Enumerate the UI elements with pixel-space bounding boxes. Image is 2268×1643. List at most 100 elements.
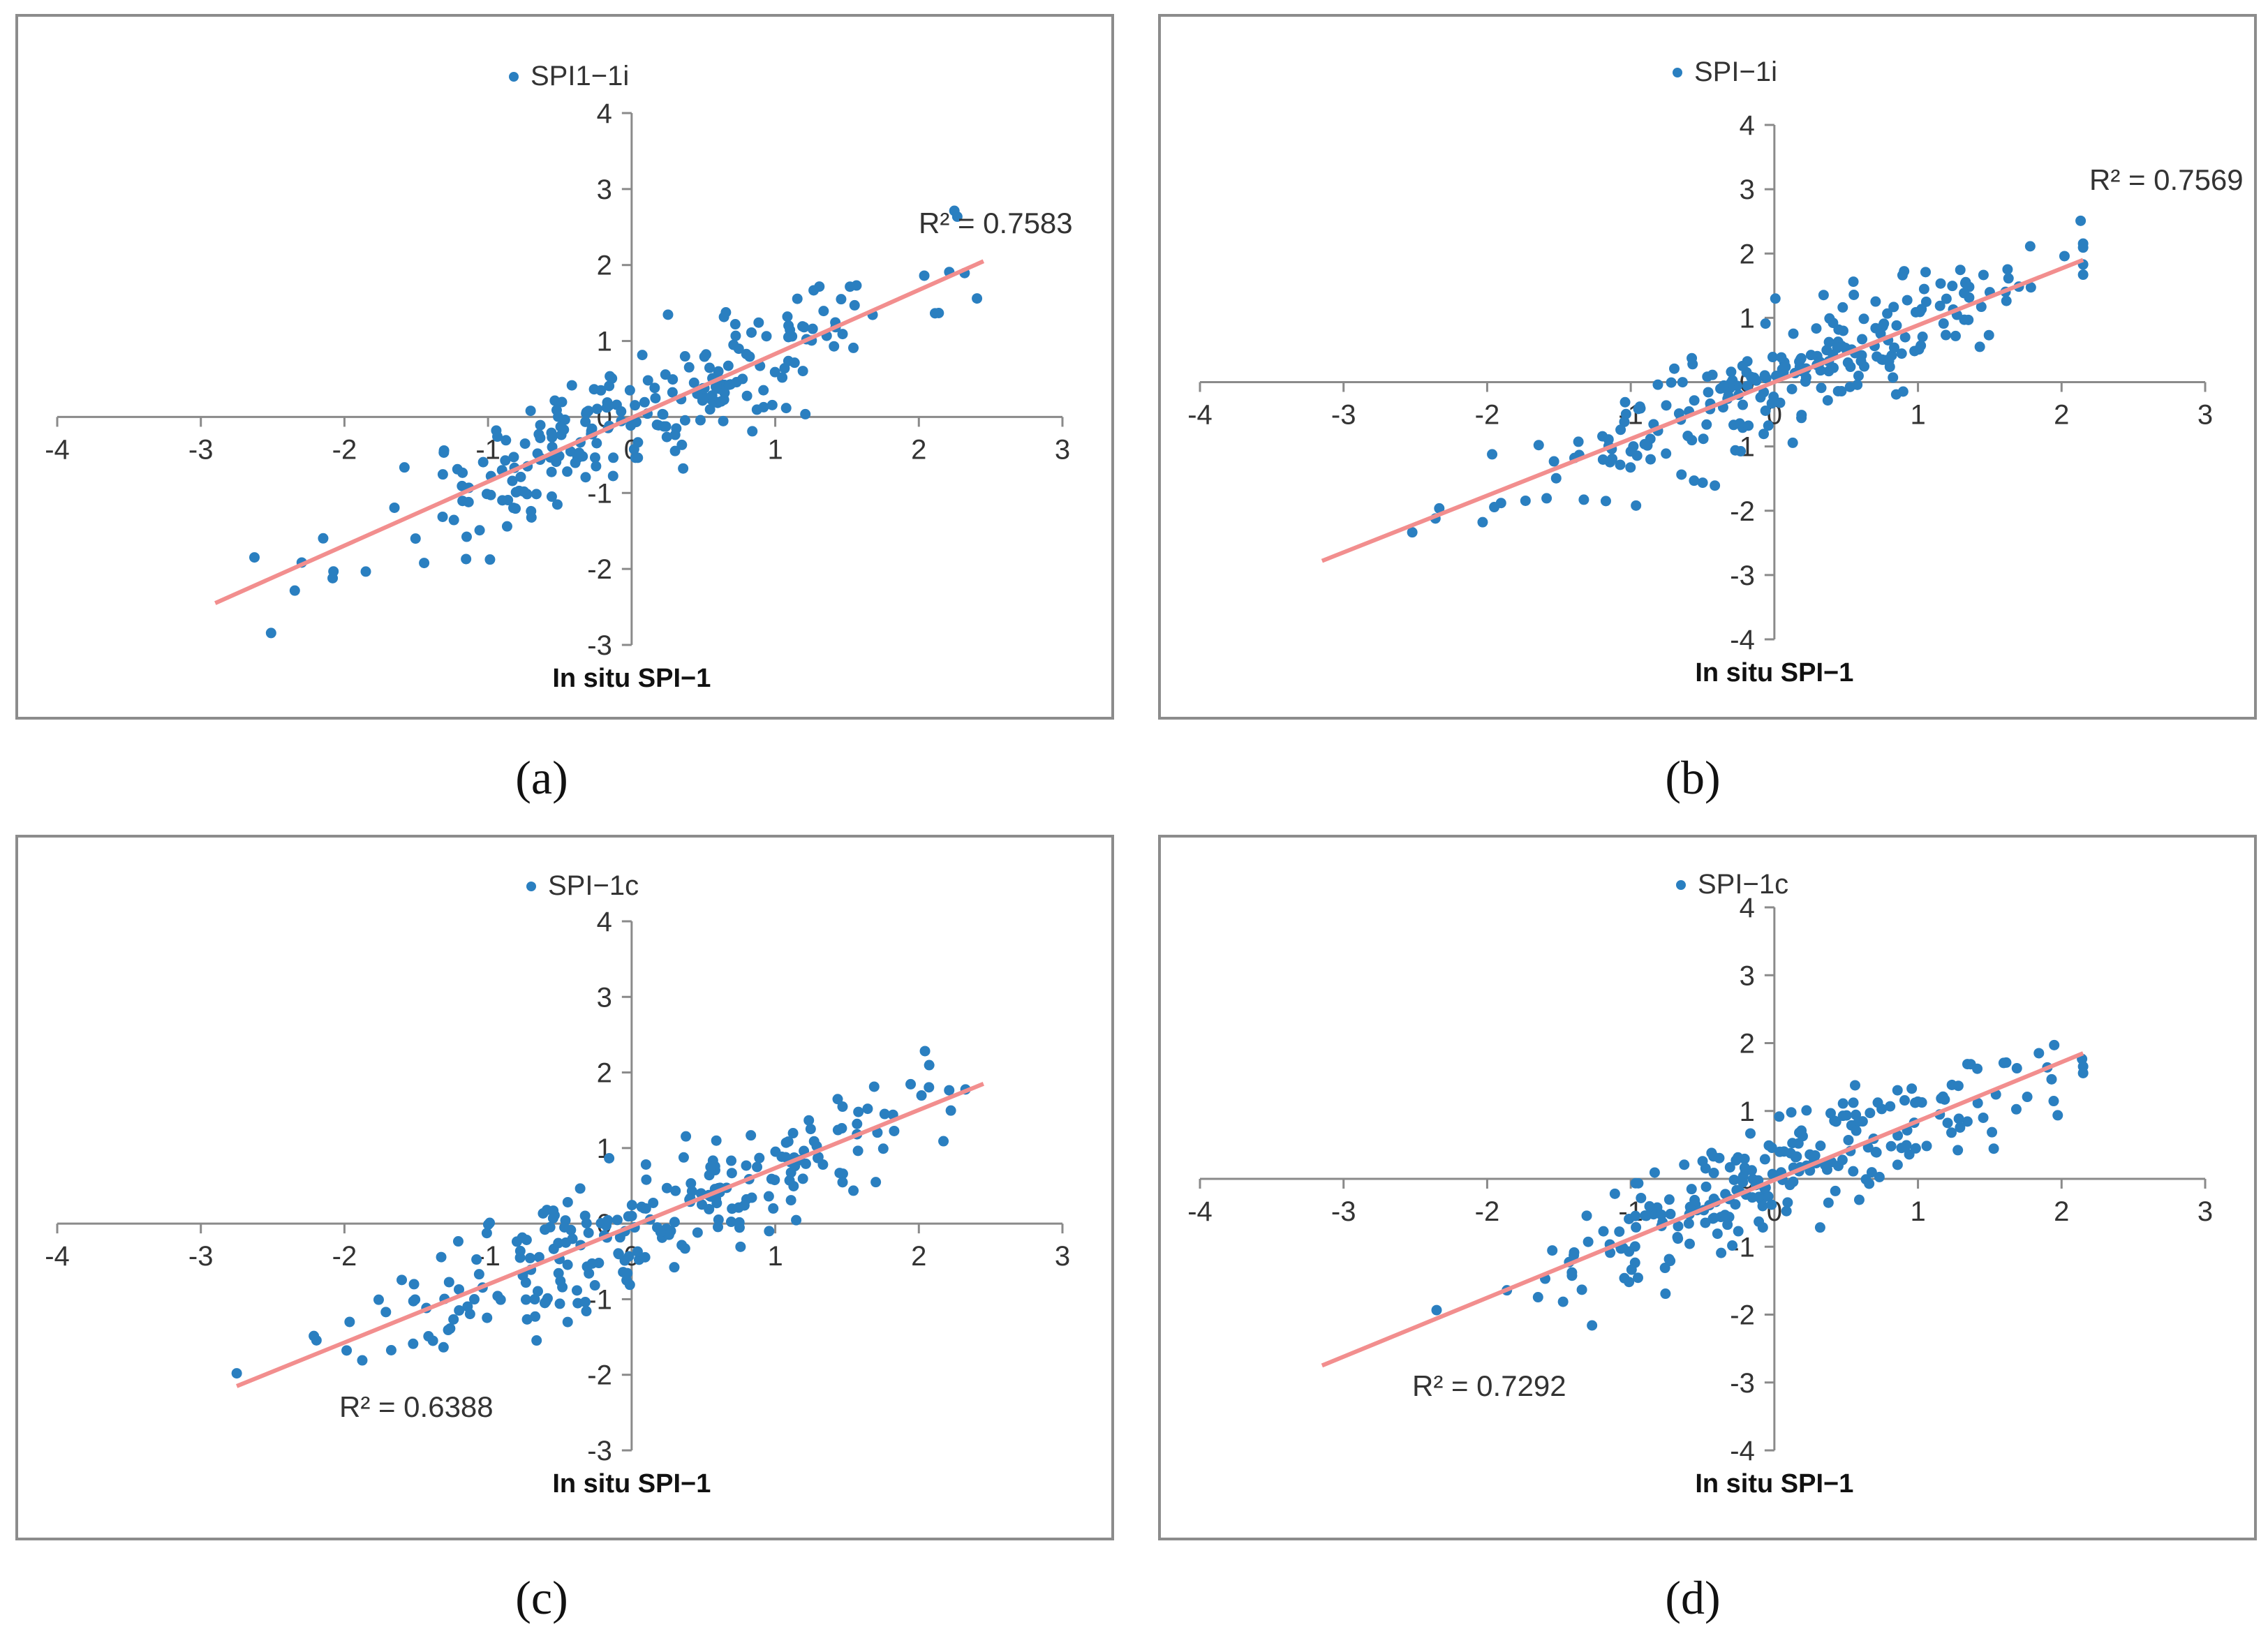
scatter-point (679, 1243, 690, 1254)
scatter-point (1904, 1149, 1915, 1160)
scatter-point (2048, 1096, 2059, 1107)
scatter-point (1976, 302, 1987, 313)
scatter-point (1796, 410, 1807, 421)
scatter-point (1619, 416, 1630, 427)
scatter-point (357, 1355, 368, 1366)
scatter-point (792, 293, 803, 304)
scatter-point (612, 1214, 623, 1226)
scatter-point (1793, 1138, 1804, 1149)
scatter-point (868, 1081, 880, 1092)
scatter-point (1874, 1171, 1885, 1182)
scatter-point (746, 1192, 757, 1203)
scatter-point (533, 429, 544, 440)
scatter-point (530, 1311, 541, 1322)
trend-line (1321, 258, 2084, 563)
scatter-point (1431, 1304, 1442, 1316)
scatter-point (1940, 329, 1951, 341)
scatter-point (1953, 1113, 1964, 1124)
scatter-point (1661, 448, 1672, 459)
scatter-point (1947, 281, 1958, 292)
scatter-point (1722, 1219, 1733, 1231)
scatter-point (604, 1152, 615, 1164)
scatter-point (471, 1254, 482, 1265)
scatter-point (834, 1168, 845, 1179)
scatter-point (803, 1115, 815, 1126)
scatter-point (1737, 1170, 1749, 1182)
scatter-point (713, 1214, 724, 1226)
legend-label: SPI−1c (548, 870, 639, 901)
scatter-point (1701, 419, 1712, 430)
scatter-point (589, 1280, 600, 1291)
scatter-point (752, 1161, 763, 1173)
scatter-point (1620, 408, 1631, 419)
scatter-point (777, 372, 788, 383)
r-squared-label: R² = 0.7292 (1412, 1369, 1566, 1402)
scatter-point (1848, 276, 1859, 288)
scatter-point (704, 362, 715, 373)
scatter-point (1870, 1147, 1881, 1158)
scatter-point (519, 486, 530, 497)
scatter-point (889, 1125, 900, 1136)
scatter-point (754, 1152, 765, 1164)
scatter-point (473, 1269, 484, 1280)
scatter-point (1697, 477, 1708, 489)
scatter-point (1786, 1107, 1797, 1118)
scatter-point (1620, 396, 1631, 408)
scatter-point (1888, 372, 1899, 383)
scatter-point (1950, 330, 1961, 341)
scatter-point (849, 299, 860, 311)
scatter-point (1663, 1194, 1675, 1205)
scatter-point (1760, 406, 1771, 417)
scatter-point (553, 1237, 564, 1249)
scatter-point (1784, 1180, 1795, 1191)
scatter-point (327, 572, 339, 583)
scatter-point (1858, 313, 1869, 325)
scatter-point (1776, 352, 1787, 363)
scatter-point (924, 1082, 935, 1093)
scatter-point (1942, 1117, 1953, 1129)
scatter-point (547, 1212, 558, 1224)
scatter-point (591, 403, 602, 415)
scatter-point (805, 1124, 816, 1135)
scatter-point (785, 1167, 796, 1178)
x-tick-label: 2 (2054, 1196, 2069, 1227)
scatter-point (555, 421, 566, 432)
scatter-point (1631, 450, 1643, 461)
scatter-point (1865, 1108, 1876, 1119)
y-tick-label: 2 (597, 251, 612, 281)
y-tick-label: -4 (1730, 1436, 1755, 1466)
scatter-point (1946, 1079, 1957, 1090)
scatter-point (1791, 1151, 1802, 1162)
scatter-point (734, 1217, 745, 1228)
x-tick-label: -3 (188, 1241, 214, 1272)
scatter-point (639, 396, 650, 408)
scatter-point (655, 1226, 666, 1237)
scatter-point (491, 425, 502, 436)
scatter-point (408, 1295, 419, 1307)
scatter-point (1906, 1083, 1918, 1094)
scatter-point (725, 1217, 736, 1228)
scatter-point (1952, 1145, 1964, 1156)
x-tick-label: -3 (1331, 1196, 1356, 1227)
scatter-point (768, 1203, 779, 1214)
y-tick-label: 1 (597, 327, 612, 357)
scatter-point (1886, 350, 1897, 361)
trend-line (214, 259, 985, 605)
legend-marker (1676, 880, 1686, 890)
scatter-point (2024, 241, 2036, 252)
scatter-point (574, 447, 585, 459)
scatter-point (1796, 1125, 1807, 1136)
scatter-point (1978, 1112, 1989, 1123)
scatter-point (360, 566, 371, 577)
scatter-point (782, 311, 793, 322)
scatter-point (1597, 454, 1608, 465)
x-tick-label: -2 (1475, 1196, 1500, 1227)
scatter-point (602, 1214, 614, 1226)
scatter-point (1639, 438, 1650, 449)
scatter-point (679, 415, 690, 426)
scatter-point (1891, 320, 1902, 331)
scatter-point (722, 360, 734, 371)
scatter-point (661, 1182, 672, 1194)
scatter-point (1882, 308, 1893, 319)
